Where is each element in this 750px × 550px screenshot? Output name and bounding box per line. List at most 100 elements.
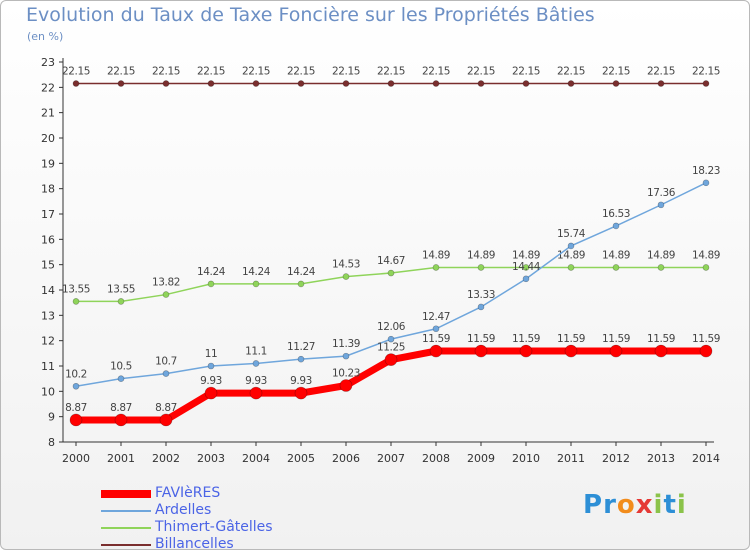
data-point-ardelles-2001 xyxy=(117,375,125,382)
data-point-favieres-2009 xyxy=(474,344,488,358)
data-point-billancelles-2008 xyxy=(432,80,440,87)
data-point-favieres-2014 xyxy=(699,344,713,358)
data-label-favieres-2001: 8.87 xyxy=(110,402,132,414)
data-label-ardelles-2005: 11.27 xyxy=(287,341,315,353)
data-label-ardelles-2000: 10.2 xyxy=(65,368,87,380)
y-tick-label-15: 15 xyxy=(41,259,55,272)
data-label-billancelles-2005: 22.15 xyxy=(287,66,315,78)
data-label-billancelles-2012: 22.15 xyxy=(602,66,630,78)
data-point-thimert-gatelles-2004 xyxy=(252,280,260,288)
legend: FAVIèRES Ardelles Thimert-Gâtelles Billance… xyxy=(101,485,361,550)
data-point-thimert-gatelles-2000 xyxy=(72,298,80,305)
data-label-favieres-2003: 9.93 xyxy=(200,375,222,387)
data-label-favieres-2010: 11.59 xyxy=(512,333,540,345)
data-point-billancelles-2004 xyxy=(252,80,260,87)
data-point-billancelles-2000 xyxy=(72,80,80,87)
data-label-favieres-2008: 11.59 xyxy=(422,333,450,345)
x-tick-label-2006: 2006 xyxy=(332,452,360,465)
x-tick-label-2002: 2002 xyxy=(152,452,180,465)
data-point-ardelles-2012 xyxy=(612,222,620,230)
data-label-thimert-gatelles-2008: 14.89 xyxy=(422,249,450,261)
y-tick-label-13: 13 xyxy=(41,309,55,322)
data-point-ardelles-2003 xyxy=(207,362,215,370)
data-label-favieres-2006: 10.23 xyxy=(332,368,360,380)
logo-letter: i xyxy=(676,490,687,520)
data-label-favieres-2013: 11.59 xyxy=(647,333,675,345)
x-tick-label-2008: 2008 xyxy=(422,452,450,465)
data-label-billancelles-2014: 22.15 xyxy=(692,66,720,78)
data-label-billancelles-2013: 22.15 xyxy=(647,66,675,78)
data-label-ardelles-2014: 18.23 xyxy=(692,165,720,177)
unit-label: (en %) xyxy=(27,30,64,43)
data-point-thimert-gatelles-2014 xyxy=(702,264,710,271)
data-point-favieres-2003 xyxy=(204,386,218,400)
y-tick-label-10: 10 xyxy=(41,385,55,398)
data-label-thimert-gatelles-2004: 14.24 xyxy=(242,266,271,278)
data-label-billancelles-2001: 22.15 xyxy=(107,66,135,78)
legend-item-favieres: FAVIèRES xyxy=(101,485,361,502)
data-point-billancelles-2013 xyxy=(657,80,665,87)
data-point-favieres-2011 xyxy=(564,344,578,358)
data-label-billancelles-2002: 22.15 xyxy=(152,66,180,78)
data-point-favieres-2006 xyxy=(339,379,353,392)
legend-label-ardelles: Ardelles xyxy=(155,502,212,518)
x-tick-label-2014: 2014 xyxy=(692,452,720,465)
data-point-billancelles-2007 xyxy=(387,80,395,87)
proxiti-logo: Proxiti xyxy=(583,490,687,520)
data-label-thimert-gatelles-2001: 13.55 xyxy=(107,283,135,295)
data-label-thimert-gatelles-2010: 14.89 xyxy=(512,249,540,261)
data-point-ardelles-2005 xyxy=(297,355,305,363)
y-tick-label-21: 21 xyxy=(41,107,55,120)
chart-title: Evolution du Taux de Taxe Foncière sur l… xyxy=(26,4,595,26)
legend-swatch-favieres xyxy=(101,490,151,498)
x-tick-label-2001: 2001 xyxy=(107,452,135,465)
y-tick-label-12: 12 xyxy=(41,335,55,348)
data-label-ardelles-2008: 12.47 xyxy=(422,311,450,323)
x-tick-label-2011: 2011 xyxy=(557,452,585,465)
data-label-ardelles-2002: 10.7 xyxy=(155,356,177,368)
legend-label-favieres: FAVIèRES xyxy=(155,485,221,501)
data-label-billancelles-2009: 22.15 xyxy=(467,66,495,78)
data-point-billancelles-2001 xyxy=(117,80,125,87)
data-point-ardelles-2014 xyxy=(702,179,710,187)
legend-item-thimert-gatelles: Thimert-Gâtelles xyxy=(101,519,361,536)
data-point-billancelles-2009 xyxy=(477,80,485,87)
x-tick-label-2005: 2005 xyxy=(287,452,315,465)
data-point-thimert-gatelles-2007 xyxy=(387,269,395,277)
data-label-ardelles-2013: 17.36 xyxy=(647,187,676,199)
data-label-favieres-2000: 8.87 xyxy=(65,402,87,414)
data-point-billancelles-2010 xyxy=(522,80,530,87)
logo-letter: i xyxy=(653,490,664,520)
y-tick-label-17: 17 xyxy=(41,208,55,221)
legend-label-billancelles: Billancelles xyxy=(155,536,234,550)
y-tick-label-18: 18 xyxy=(41,183,55,196)
y-tick-label-11: 11 xyxy=(41,360,55,373)
y-tick-label-20: 20 xyxy=(41,132,55,145)
data-label-ardelles-2011: 15.74 xyxy=(557,228,586,240)
data-point-ardelles-2008 xyxy=(432,325,440,333)
y-tick-label-14: 14 xyxy=(41,284,55,297)
data-point-ardelles-2002 xyxy=(162,370,170,377)
data-label-thimert-gatelles-2002: 13.82 xyxy=(152,277,180,289)
y-tick-label-9: 9 xyxy=(48,411,55,424)
data-point-thimert-gatelles-2008 xyxy=(432,264,440,271)
data-point-ardelles-2004 xyxy=(252,360,260,367)
legend-swatch-billancelles xyxy=(101,544,151,546)
data-point-favieres-2002 xyxy=(159,413,173,427)
legend-item-ardelles: Ardelles xyxy=(101,502,361,519)
data-point-ardelles-2009 xyxy=(477,303,485,311)
y-tick-label-23: 23 xyxy=(41,56,55,69)
data-point-favieres-2005 xyxy=(294,386,308,400)
data-point-thimert-gatelles-2005 xyxy=(297,280,305,288)
legend-swatch-ardelles xyxy=(101,510,151,512)
data-label-ardelles-2009: 13.33 xyxy=(467,289,495,301)
data-label-favieres-2005: 9.93 xyxy=(290,375,312,387)
data-label-thimert-gatelles-2013: 14.89 xyxy=(647,249,675,261)
data-point-thimert-gatelles-2003 xyxy=(207,280,215,288)
data-label-thimert-gatelles-2009: 14.89 xyxy=(467,249,495,261)
data-point-billancelles-2011 xyxy=(567,80,575,87)
data-point-favieres-2012 xyxy=(609,344,623,358)
data-label-ardelles-2001: 10.5 xyxy=(110,361,132,373)
data-point-billancelles-2006 xyxy=(342,80,350,87)
